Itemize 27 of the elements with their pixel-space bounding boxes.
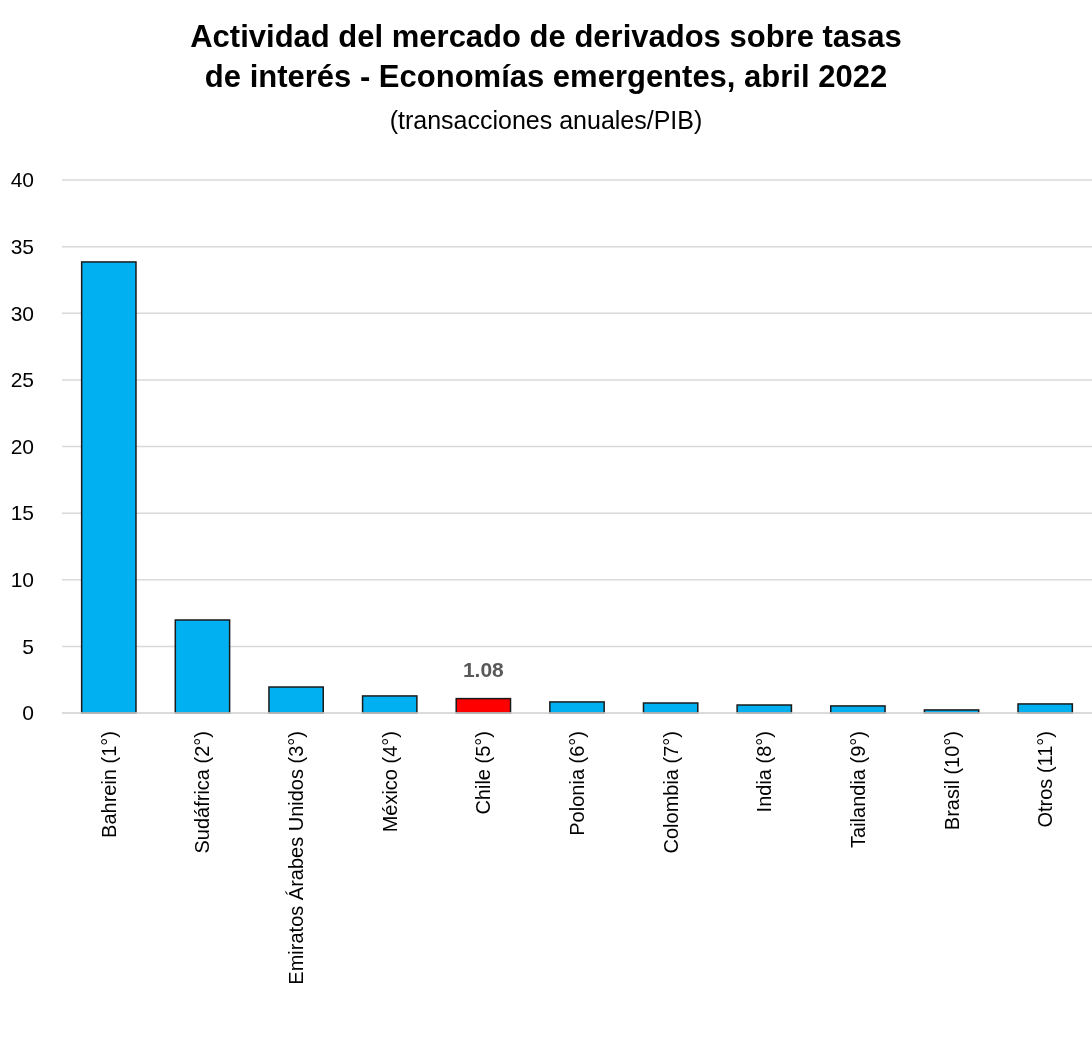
x-tick-label: Sudáfrica (2°) bbox=[191, 731, 214, 854]
x-tick-label: Chile (5°) bbox=[472, 731, 495, 815]
bar bbox=[361, 695, 418, 714]
y-tick-label: 10 bbox=[10, 568, 34, 592]
x-tick-label: India (8°) bbox=[753, 731, 776, 813]
y-tick-label: 35 bbox=[10, 234, 34, 258]
x-tick-label: Polonia (6°) bbox=[566, 731, 588, 836]
bar bbox=[174, 619, 231, 714]
y-tick-label: 0 bbox=[22, 701, 34, 725]
chart-title: Actividad del mercado de derivados sobre tasas de interés - Economías emergentes, abril 2022 bbox=[190, 19, 902, 94]
bar bbox=[268, 686, 324, 714]
bar bbox=[80, 261, 137, 714]
y-tick-label: 20 bbox=[10, 434, 34, 458]
x-tick-label: Emiratos Árabes Unidos (3°) bbox=[285, 731, 308, 985]
y-tick-label: 5 bbox=[22, 634, 34, 658]
x-tick-label: Bahrein (1°) bbox=[97, 731, 120, 838]
y-tick-label: 15 bbox=[10, 501, 34, 525]
x-tick-label: Colombia (7°) bbox=[659, 731, 682, 854]
y-tick-label: 40 bbox=[10, 168, 34, 192]
y-tick-label: 25 bbox=[10, 368, 34, 392]
y-tick-label: 30 bbox=[10, 301, 34, 325]
x-tick-label: Otros (11°) bbox=[1034, 731, 1057, 828]
x-tick-label: Tailandia (9°) bbox=[846, 731, 869, 848]
data-label: 1.08 bbox=[462, 657, 505, 681]
x-tick-label: México (4°) bbox=[378, 731, 401, 833]
chart-subtitle: (transacciones anuales/PIB) bbox=[389, 106, 703, 134]
x-tick-label: Brasil (10°) bbox=[940, 731, 963, 831]
